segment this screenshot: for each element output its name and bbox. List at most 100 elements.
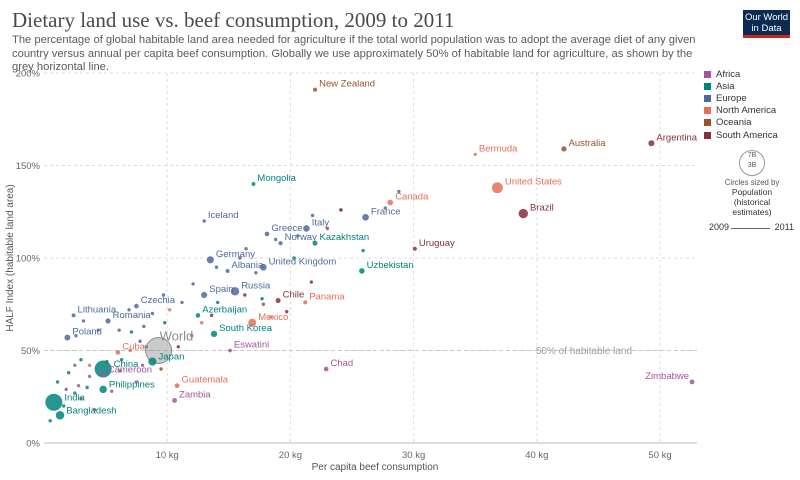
size-legend: 7B 3B Circles sized by Population (histo… [718, 150, 786, 217]
data-point [180, 300, 184, 305]
logo-line-2: in Data [751, 22, 782, 34]
data-point [55, 380, 60, 384]
data-point [491, 182, 503, 194]
point-label: Mexico [258, 312, 288, 323]
legend-item[interactable]: Africa [704, 68, 778, 80]
data-points [45, 87, 695, 423]
data-point [134, 303, 139, 309]
data-point [79, 396, 83, 401]
legend-item[interactable]: Europe [704, 92, 778, 104]
data-point [96, 328, 100, 332]
data-point [296, 234, 300, 238]
data-point [225, 268, 230, 273]
point-label: Japan [159, 352, 185, 363]
data-point [45, 393, 63, 411]
data-point [303, 225, 310, 232]
point-label: France [371, 206, 401, 217]
data-point [362, 213, 369, 221]
legend-item[interactable]: Asia [704, 80, 778, 92]
data-point [216, 300, 220, 305]
legend-item[interactable]: South America [704, 129, 778, 141]
data-point [48, 419, 52, 423]
data-point [167, 308, 172, 312]
data-point [71, 313, 76, 318]
data-point [128, 348, 132, 353]
data-point [397, 189, 401, 194]
legend-label: South America [716, 129, 778, 141]
chart-subtitle: The percentage of global habitable land … [12, 34, 696, 73]
y-tick-label: 50% [21, 346, 41, 357]
data-point [214, 265, 219, 269]
legend-label: Asia [716, 80, 735, 92]
data-point [190, 334, 194, 338]
point-label: Cameroon [108, 365, 152, 376]
data-point [134, 380, 139, 384]
data-point [100, 371, 106, 378]
data-point [209, 313, 214, 318]
data-point [140, 363, 145, 367]
x-tick-label: 40 kg [525, 450, 548, 461]
legend-item[interactable]: Oceania [704, 117, 778, 129]
data-point [285, 309, 289, 314]
data-point [92, 408, 97, 412]
data-point [273, 237, 278, 242]
reference-line-label: 50% of habitable land [536, 346, 632, 357]
data-point [148, 357, 157, 366]
data-point [312, 240, 318, 246]
reference-line: 50% of habitable land [44, 346, 697, 357]
data-point [191, 282, 195, 286]
legend-label: North America [716, 105, 777, 117]
data-point [312, 87, 318, 92]
point-label: Norway [285, 232, 317, 243]
data-point [129, 330, 134, 334]
x-axis-ticks: 10 kg 20 kg 30 kg 40 kg 50 kg [156, 450, 672, 461]
point-label: New Zealand [319, 79, 375, 90]
y-axis-label: HALF Index (habitable land area) [5, 184, 16, 331]
data-point [138, 339, 142, 343]
point-label: Germany [216, 249, 255, 260]
data-point [387, 199, 394, 206]
point-label: Greece [271, 223, 302, 234]
point-label: Uruguay [419, 238, 455, 249]
y-tick-label: 0% [26, 439, 40, 450]
data-point [73, 363, 77, 367]
data-point [119, 358, 124, 362]
data-point [260, 297, 264, 301]
data-point [66, 371, 71, 375]
point-label: Chad [331, 358, 354, 369]
data-point [264, 231, 270, 237]
data-point [76, 383, 81, 388]
data-point [87, 363, 92, 367]
logo-red-bar [743, 35, 790, 38]
data-point [81, 319, 86, 323]
data-point [244, 247, 248, 251]
timeline-track[interactable] [731, 228, 770, 229]
point-labels: New Zealand Argentina Australia Bermuda Unit… [64, 79, 697, 417]
point-label: Panama [309, 291, 345, 302]
y-axis-ticks: 0% 50% 100% 150% 200% [16, 69, 41, 450]
data-point [176, 345, 180, 349]
timeline-end: 2011 [774, 222, 794, 232]
timeline[interactable]: 2009 2011 [709, 222, 794, 236]
point-label: Zimbabwe [645, 371, 689, 382]
data-point [251, 182, 256, 186]
data-point [159, 367, 163, 371]
legend-swatch [704, 82, 711, 90]
point-label: Brazil [530, 203, 554, 214]
owid-logo[interactable]: Our World in Data [743, 10, 790, 38]
data-point [561, 146, 567, 152]
size-circle-large: 7B 3B [739, 150, 765, 176]
size-value-small: 3B [747, 162, 757, 169]
point-label: India [64, 392, 85, 403]
data-point [361, 248, 365, 253]
legend-swatch [704, 119, 711, 127]
data-point [228, 348, 232, 353]
data-point [518, 208, 528, 219]
chart-title: Dietary land use vs. beef consumption, 2… [12, 8, 455, 32]
point-label: Canada [395, 192, 429, 203]
point-label: Uzbekistan [367, 260, 414, 271]
legend-item[interactable]: North America [704, 105, 778, 117]
point-label: Argentina [656, 132, 697, 143]
point-label: Bermuda [479, 143, 518, 154]
legend-swatch [704, 107, 711, 115]
